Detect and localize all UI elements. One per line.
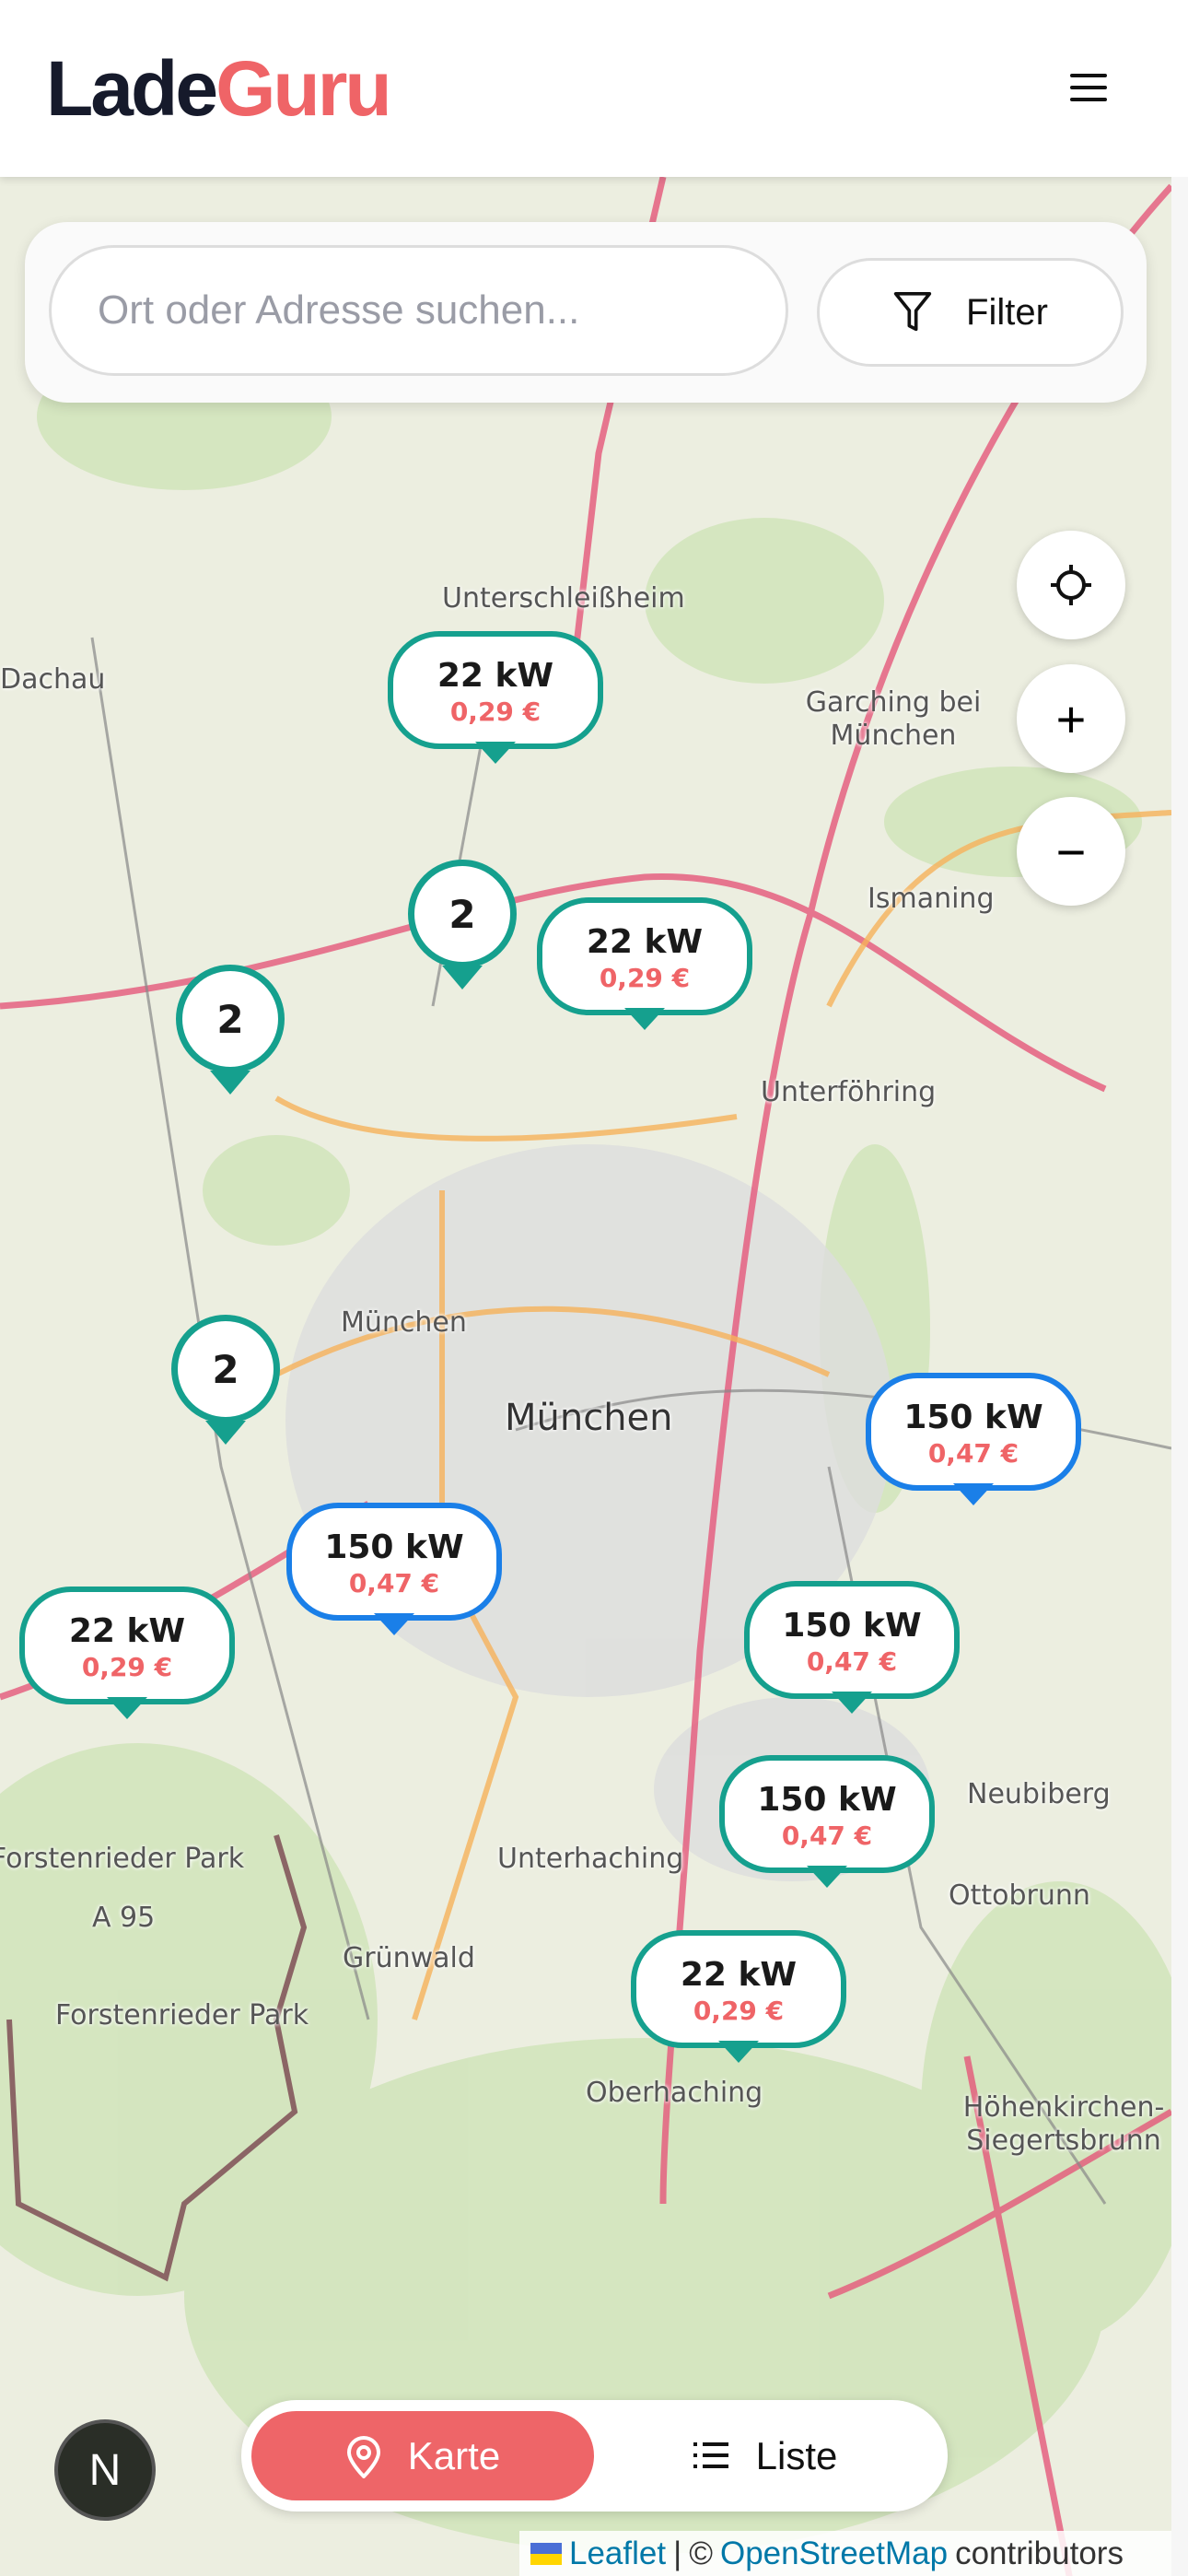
marker-bubble: 22 kW 0,29 € [631,1930,846,2063]
search-input[interactable] [49,245,788,376]
marker-power: 22 kW [680,1956,798,1994]
map-place-label: München [505,1397,673,1439]
map-attribution: Leaflet | © OpenStreetMap contributors [519,2531,1171,2576]
marker-power: 150 kW [324,1528,464,1566]
cluster-count: 2 [212,1346,239,1392]
charging-station-marker[interactable]: 150 kW 0,47 € [719,1755,935,1888]
minus-icon: − [1055,822,1087,881]
marker-pointer [832,1692,872,1714]
map-place-label: Neubiberg [967,1778,1111,1810]
map-place-label: Unterhaching [497,1843,684,1875]
attribution-separator: | [673,2535,682,2571]
funnel-icon [893,292,932,332]
marker-bubble: 150 kW 0,47 € [286,1503,502,1635]
cluster-count: 2 [216,996,244,1042]
zoom-in-button[interactable]: + [1017,664,1125,773]
osm-link[interactable]: OpenStreetMap [719,2535,949,2571]
marker-power: 150 kW [757,1781,897,1819]
cluster-pointer [442,966,483,989]
marker-power: 22 kW [586,923,704,961]
marker-bubble: 150 kW 0,47 € [719,1755,935,1888]
charging-station-marker[interactable]: 22 kW 0,29 € [631,1930,846,2063]
marker-power: 150 kW [903,1399,1043,1436]
map-place-label: Forstenrieder Park [55,1999,309,2032]
marker-price: 0,29 € [81,1652,173,1682]
marker-price: 0,47 € [348,1568,440,1598]
zoom-out-button[interactable]: − [1017,797,1125,906]
locate-button[interactable] [1017,531,1125,639]
charging-station-marker[interactable]: 150 kW 0,47 € [286,1503,502,1635]
corner-n-button[interactable]: N [54,2419,156,2521]
list-view-label: Liste [755,2433,838,2477]
marker-bubble: 22 kW 0,29 € [19,1587,235,1719]
attribution-contributors: contributors [955,2535,1124,2571]
marker-bubble: 150 kW 0,47 € [866,1373,1081,1505]
app-header: LadeGuru [0,0,1188,177]
scrollbar[interactable] [1171,177,1188,2576]
marker-pointer [624,1008,665,1030]
marker-price: 0,29 € [599,963,691,993]
marker-power: 150 kW [782,1607,922,1645]
marker-pointer [374,1613,414,1635]
crosshair-icon [1051,565,1091,605]
cluster-pointer [210,1071,250,1095]
marker-pointer [475,742,516,764]
map-place-label: Dachau [0,663,106,696]
marker-price: 0,47 € [927,1438,1019,1469]
filter-label: Filter [966,291,1048,333]
cluster-marker[interactable]: 2 [176,965,285,1095]
map-place-label: Grünwald [343,1942,475,1974]
list-view-button[interactable]: Liste [594,2411,937,2500]
map-view-label: Karte [407,2433,501,2477]
charging-station-marker[interactable]: 22 kW 0,29 € [388,631,603,764]
map-place-label: Forstenrieder Park [0,1843,245,1875]
charging-station-marker[interactable]: 150 kW 0,47 € [866,1373,1081,1505]
charging-station-marker[interactable]: 22 kW 0,29 € [537,897,752,1030]
map-place-label: Garching bei München [805,686,982,752]
list-icon [693,2441,728,2468]
filter-button[interactable]: Filter [817,258,1124,367]
copyright-symbol: © [689,2535,713,2571]
marker-bubble: 22 kW 0,29 € [537,897,752,1030]
cluster-marker[interactable]: 2 [408,860,517,989]
map-pin-icon [346,2435,380,2478]
hamburger-icon[interactable] [1070,74,1107,101]
logo[interactable]: LadeGuru [46,44,392,134]
marker-price: 0,47 € [806,1646,898,1677]
search-panel: Filter [25,222,1147,403]
map-view-button[interactable]: Karte [251,2411,594,2500]
marker-price: 0,47 € [781,1821,873,1851]
cluster-count: 2 [448,891,476,937]
marker-price: 0,29 € [693,1996,785,2026]
marker-pointer [107,1697,147,1719]
logo-part-guru: Guru [215,45,392,132]
cluster-marker[interactable]: 2 [171,1315,280,1445]
marker-bubble: 22 kW 0,29 € [388,631,603,764]
map-place-label: A 95 [92,1902,156,1934]
marker-power: 22 kW [437,657,554,695]
logo-part-lade: Lade [46,45,218,132]
leaflet-link[interactable]: Leaflet [569,2535,667,2571]
charging-station-marker[interactable]: 22 kW 0,29 € [19,1587,235,1719]
map-place-label: Ottobrunn [949,1879,1090,1912]
map-place-label: Unterföhring [761,1076,937,1108]
view-toggle: Karte Liste [241,2400,948,2512]
corner-n-label: N [88,2445,122,2495]
charging-station-marker[interactable]: 150 kW 0,47 € [744,1581,960,1714]
cluster-pointer [205,1421,246,1445]
map-place-label: Höhenkirchen-Siegertsbrunn [962,2091,1165,2157]
marker-pointer [807,1866,847,1888]
plus-icon: + [1055,689,1087,748]
ukraine-flag-icon [530,2542,562,2565]
map-place-label: Ismaning [868,883,995,915]
marker-pointer [718,2041,759,2063]
map-place-label: Unterschleißheim [442,582,685,615]
marker-price: 0,29 € [449,697,542,727]
marker-bubble: 150 kW 0,47 € [744,1581,960,1714]
map-place-label: Oberhaching [586,2077,763,2109]
map-place-label: München [341,1306,467,1339]
marker-pointer [953,1483,994,1505]
marker-power: 22 kW [68,1612,186,1650]
